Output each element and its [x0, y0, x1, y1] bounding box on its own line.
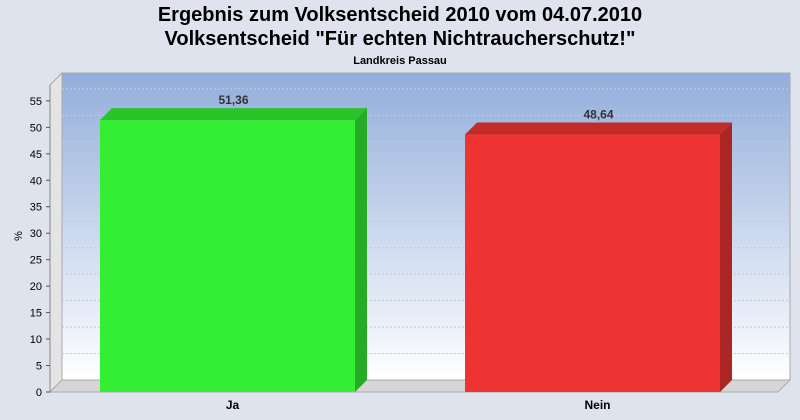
data-label: 48,64	[583, 108, 613, 122]
y-tick-label: 30	[30, 228, 42, 240]
chart-title: Ergebnis zum Volksentscheid 2010 vom 04.…	[157, 4, 643, 26]
y-tick-label: 5	[36, 361, 42, 373]
y-tick-label: 55	[30, 96, 42, 108]
plot-side-wall	[49, 71, 63, 394]
bar-ja	[100, 108, 367, 392]
category-label: Ja	[226, 398, 240, 412]
y-tick-label: 35	[30, 202, 42, 214]
category-label: Nein	[584, 398, 610, 412]
bar-front	[465, 134, 720, 392]
y-tick-label: 25	[30, 255, 42, 267]
y-tick-label: 45	[30, 149, 42, 161]
bar-top	[465, 122, 732, 135]
y-tick-label: 50	[30, 122, 42, 134]
bar-side	[355, 108, 367, 392]
bar-nein	[465, 122, 732, 392]
bar-front	[100, 120, 355, 392]
data-label: 51,36	[218, 93, 248, 107]
y-tick-label: 20	[30, 281, 42, 293]
y-axis-title: %	[13, 231, 25, 241]
y-tick-label: 15	[30, 308, 42, 320]
bar-top	[100, 108, 367, 121]
chart-subtitle: Volksentscheid "Für echten Nichtrauchers…	[164, 28, 636, 50]
y-tick-label: 10	[30, 334, 42, 346]
y-tick-label: 40	[30, 175, 42, 187]
bar-side	[720, 122, 732, 392]
region-label: Landkreis Passau	[353, 55, 447, 67]
y-tick-label: 0	[36, 387, 42, 399]
